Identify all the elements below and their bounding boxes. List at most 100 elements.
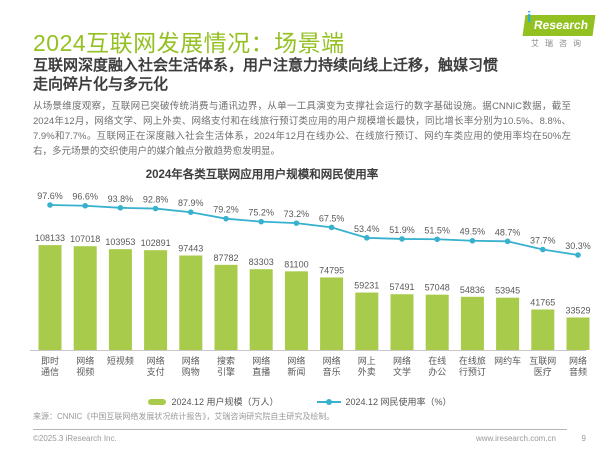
bar-value-label: 74795 [319, 265, 344, 275]
usage-pct-label: 93.8% [108, 194, 134, 204]
legend-line-swatch-icon [316, 398, 341, 405]
legend-item: 2024.12 网民使用率（%） [316, 395, 452, 408]
usage-pct-label: 30.3% [565, 241, 591, 251]
bar [355, 292, 379, 350]
category-label: 短视频 [107, 355, 134, 366]
usage-pct-label: 48.7% [495, 227, 521, 237]
legend-line-dot-icon [325, 398, 332, 405]
legend-item: 2024.12 用户规模（万人） [148, 395, 279, 408]
bar-value-label: 97443 [178, 243, 203, 253]
bar [531, 309, 555, 350]
iresearch-logo: i Research 艾瑞咨询 [522, 9, 596, 49]
bar-value-label: 102891 [141, 238, 171, 248]
category-label: 网络视频 [76, 355, 94, 377]
usage-point [434, 236, 441, 243]
bar-value-label: 53945 [495, 286, 520, 296]
bar [144, 250, 168, 350]
bar-value-label: 107018 [70, 234, 100, 244]
bar [425, 294, 449, 350]
usage-line [49, 204, 579, 256]
category-label: 网络直播 [252, 355, 270, 377]
category-label: 网上外卖 [358, 356, 376, 377]
legend-label: 2024.12 用户规模（万人） [171, 397, 279, 407]
usage-point [504, 238, 511, 245]
bar-value-label: 108133 [35, 233, 65, 243]
footer-page-number: 9 [581, 434, 586, 443]
category-label: 网络文学 [393, 355, 411, 377]
bar [179, 255, 203, 350]
bar-value-label: 41765 [530, 297, 555, 307]
usage-point [328, 224, 335, 231]
usage-pct-label: 37.7% [530, 236, 556, 246]
category-label: 在线办公 [428, 355, 446, 377]
usage-point [575, 252, 581, 258]
usage-point [399, 236, 405, 242]
source-note: 来源：CNNIC《中国互联网络发展状况统计报告》，艾瑞咨询研究院自主研究及绘制。 [33, 412, 335, 421]
combo-chart: 108133 即时通信 107018 网络视频 103953 短视频 102891 网络支付 9… [30, 191, 591, 377]
category-label: 网络支付 [147, 355, 165, 377]
usage-pct-label: 96.6% [72, 192, 98, 202]
usage-point [117, 205, 124, 211]
category-label: 在线旅行预订 [459, 355, 486, 377]
page-subtitle: 互联网深度融入社会生活体系，用户注意力持续向线上迁移，触媒习惯走向碎片化与多元化 [33, 57, 499, 93]
iresearch-logo-text: Research [533, 18, 590, 32]
bar [320, 277, 344, 350]
usage-point [293, 220, 300, 226]
bar-value-label: 81100 [284, 259, 308, 269]
usage-pct-label: 79.2% [213, 205, 239, 215]
bar-value-label: 59231 [354, 281, 379, 291]
body-paragraph: 从场景维度观察，互联网已突破传统消费与通讯边界，从单一工具演变为支撑社会运行的数… [33, 101, 571, 157]
bar-value-label: 33529 [565, 305, 590, 315]
bar [566, 317, 590, 350]
usage-point [258, 218, 265, 225]
usage-point [188, 209, 194, 216]
legend-bar-swatch-icon [148, 398, 167, 405]
iresearch-logo-chinese: 艾瑞咨询 [531, 39, 587, 48]
category-label: 搜索引擎 [217, 355, 235, 377]
bar-value-label: 57491 [389, 282, 414, 292]
bar [38, 245, 62, 350]
iresearch-logo-i: i [527, 9, 532, 26]
chart-title: 2024年各类互联网应用用户规模和网民使用率 [145, 169, 379, 181]
usage-pct-label: 53.4% [354, 224, 380, 234]
category-label: 网络新闻 [287, 355, 305, 377]
category-label: 互联网医疗 [529, 356, 556, 377]
category-label: 网约车 [494, 355, 521, 366]
usage-point [540, 246, 546, 253]
category-label: 网络购物 [182, 355, 200, 377]
bar-value-label: 83303 [249, 257, 274, 267]
chart-legend: 2024.12 用户规模（万人） 2024.12 网民使用率（%） [0, 395, 600, 408]
usage-point [82, 202, 88, 209]
usage-point [47, 202, 53, 208]
usage-pct-label: 92.8% [143, 195, 169, 205]
usage-pct-label: 51.5% [424, 225, 450, 235]
bar-value-label: 103953 [105, 237, 135, 247]
bar-value-label: 54836 [460, 285, 485, 295]
footer-divider [33, 429, 567, 430]
usage-pct-label: 49.5% [460, 227, 486, 237]
bar [284, 271, 308, 350]
iresearch-logo-box: i Research [522, 9, 596, 36]
usage-pct-label: 75.2% [248, 208, 274, 218]
footer-website: www.iresearch.com.cn [475, 434, 556, 443]
usage-pct-label: 97.6% [37, 191, 63, 201]
bar [73, 246, 97, 350]
usage-point [152, 205, 159, 212]
usage-pct-label: 67.5% [319, 213, 345, 223]
bar [390, 294, 414, 350]
usage-pct-label: 87.9% [178, 198, 204, 208]
category-label: 网络音频 [569, 355, 587, 377]
usage-point [364, 235, 370, 241]
bar-value-label: 57048 [425, 283, 450, 293]
legend-label: 2024.12 网民使用率（%） [345, 397, 452, 407]
category-label: 网络音乐 [323, 355, 341, 377]
page-title: 2024互联网发展情况：场景端 [33, 30, 345, 56]
bar [214, 264, 238, 350]
bar [460, 296, 484, 350]
footer-copyright: ©2025.3 iResearch Inc. [33, 434, 117, 443]
usage-point [469, 237, 476, 244]
usage-point [223, 215, 229, 222]
usage-pct-label: 51.9% [389, 225, 415, 235]
bar [496, 297, 520, 350]
